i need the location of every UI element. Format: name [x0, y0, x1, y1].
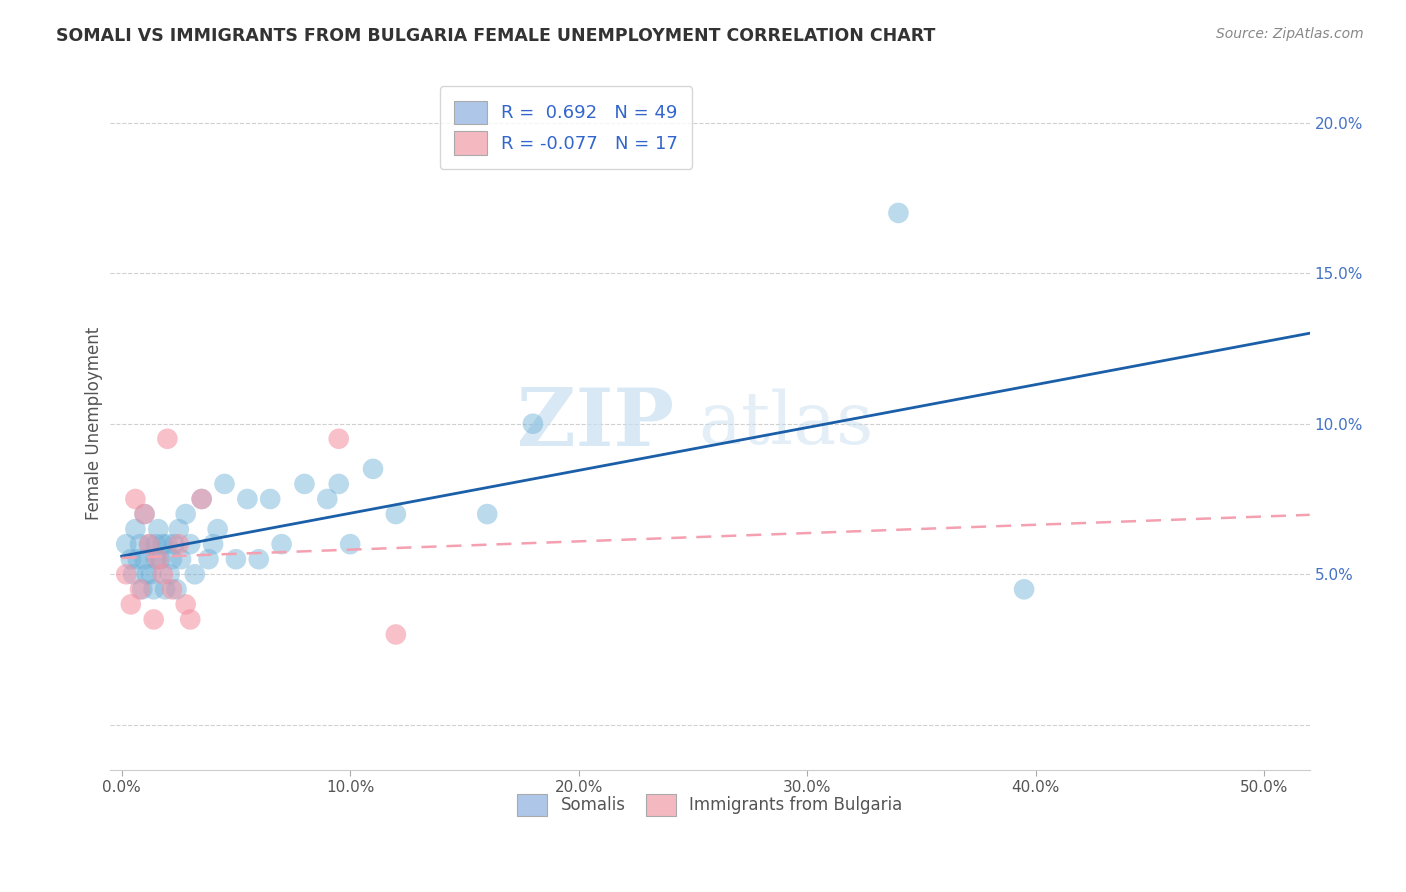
Point — [522, 417, 544, 431]
Point — [138, 537, 160, 551]
Point — [160, 552, 183, 566]
Point — [152, 567, 174, 582]
Point — [167, 537, 190, 551]
Point — [190, 491, 212, 506]
Point — [174, 507, 197, 521]
Point — [115, 537, 138, 551]
Point — [179, 537, 201, 551]
Text: SOMALI VS IMMIGRANTS FROM BULGARIA FEMALE UNEMPLOYMENT CORRELATION CHART: SOMALI VS IMMIGRANTS FROM BULGARIA FEMAL… — [56, 27, 935, 45]
Point — [127, 552, 149, 566]
Legend: Somalis, Immigrants from Bulgaria: Somalis, Immigrants from Bulgaria — [509, 786, 911, 824]
Point — [477, 507, 499, 521]
Point — [236, 491, 259, 506]
Text: atlas: atlas — [697, 388, 873, 459]
Point — [142, 612, 165, 626]
Point — [145, 552, 167, 566]
Point — [135, 567, 157, 582]
Point — [361, 462, 384, 476]
Point — [1012, 582, 1035, 597]
Point — [270, 537, 292, 551]
Point — [129, 582, 152, 597]
Y-axis label: Female Unemployment: Female Unemployment — [86, 327, 103, 520]
Point — [131, 582, 153, 597]
Point — [124, 522, 146, 536]
Point — [148, 552, 170, 566]
Point — [120, 598, 142, 612]
Point — [134, 507, 156, 521]
Point — [294, 477, 316, 491]
Point — [259, 491, 281, 506]
Point — [129, 537, 152, 551]
Point — [167, 522, 190, 536]
Point — [120, 552, 142, 566]
Point — [156, 432, 179, 446]
Point — [339, 537, 361, 551]
Point — [138, 537, 160, 551]
Point — [134, 507, 156, 521]
Point — [115, 567, 138, 582]
Point — [159, 567, 181, 582]
Text: Source: ZipAtlas.com: Source: ZipAtlas.com — [1216, 27, 1364, 41]
Point — [149, 552, 172, 566]
Point — [160, 582, 183, 597]
Point — [225, 552, 247, 566]
Point — [134, 552, 156, 566]
Point — [122, 567, 145, 582]
Point — [316, 491, 339, 506]
Point — [141, 567, 163, 582]
Point — [202, 537, 225, 551]
Point — [184, 567, 207, 582]
Point — [148, 522, 170, 536]
Point — [328, 477, 350, 491]
Point — [156, 537, 179, 551]
Point — [247, 552, 270, 566]
Point — [887, 206, 910, 220]
Point — [207, 522, 229, 536]
Point — [174, 598, 197, 612]
Point — [328, 432, 350, 446]
Point — [142, 582, 165, 597]
Point — [166, 582, 188, 597]
Point — [190, 491, 212, 506]
Point — [385, 627, 408, 641]
Point — [170, 552, 193, 566]
Point — [145, 537, 167, 551]
Point — [179, 612, 201, 626]
Point — [153, 582, 176, 597]
Point — [385, 507, 408, 521]
Text: ZIP: ZIP — [517, 384, 673, 463]
Point — [214, 477, 236, 491]
Point — [124, 491, 146, 506]
Point — [197, 552, 219, 566]
Point — [152, 537, 174, 551]
Point — [163, 537, 186, 551]
